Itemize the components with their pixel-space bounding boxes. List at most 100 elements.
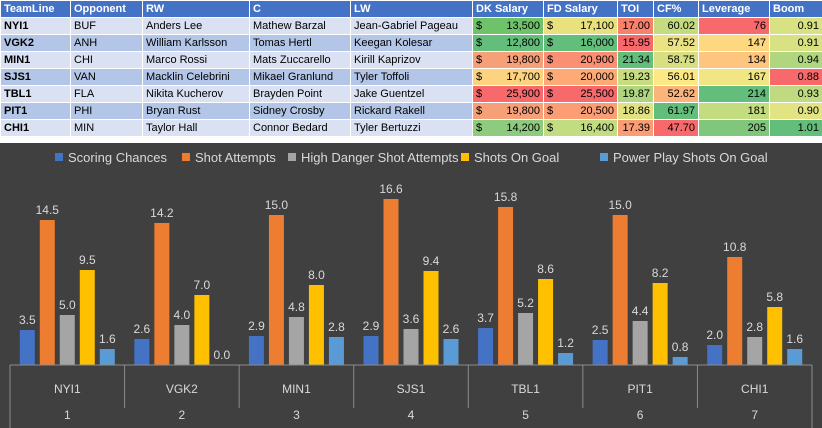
cell-opp[interactable]: FLA bbox=[70, 85, 143, 103]
x-tick-number-6: 7 bbox=[751, 408, 758, 422]
data-label-4-3: 8.6 bbox=[537, 262, 554, 276]
header-lw[interactable]: LW bbox=[350, 0, 473, 18]
cell-dk[interactable]: $19,800 bbox=[472, 102, 544, 120]
cell-opp[interactable]: PHI bbox=[70, 102, 143, 120]
cell-cf[interactable]: 58.75 bbox=[653, 51, 699, 69]
header-rw[interactable]: RW bbox=[142, 0, 250, 18]
data-label-2-0: 2.9 bbox=[248, 319, 265, 333]
cell-team[interactable]: TBL1 bbox=[0, 85, 71, 103]
cell-cf[interactable]: 47.70 bbox=[653, 119, 699, 137]
cell-lw[interactable]: Keegan Kolesar bbox=[350, 34, 473, 52]
cell-c[interactable]: Connor Bedard bbox=[249, 119, 351, 137]
cell-fd[interactable]: $20,500 bbox=[543, 102, 618, 120]
cell-toi[interactable]: 17.39 bbox=[617, 119, 654, 137]
cell-team[interactable]: NYI1 bbox=[0, 17, 71, 35]
header-toi[interactable]: TOI bbox=[617, 0, 654, 18]
cell-cf[interactable]: 57.52 bbox=[653, 34, 699, 52]
cell-lev[interactable]: 167 bbox=[698, 68, 770, 86]
cell-team[interactable]: CHI1 bbox=[0, 119, 71, 137]
cell-fd[interactable]: $20,000 bbox=[543, 68, 618, 86]
cell-team[interactable]: SJS1 bbox=[0, 68, 71, 86]
cell-boom[interactable]: 0.94 bbox=[769, 51, 822, 69]
cell-boom[interactable]: 0.91 bbox=[769, 17, 822, 35]
cell-cf[interactable]: 56.01 bbox=[653, 68, 699, 86]
cell-opp[interactable]: MIN bbox=[70, 119, 143, 137]
cell-opp[interactable]: VAN bbox=[70, 68, 143, 86]
cell-c[interactable]: Brayden Point bbox=[249, 85, 351, 103]
cell-lev[interactable]: 205 bbox=[698, 119, 770, 137]
cell-lev[interactable]: 214 bbox=[698, 85, 770, 103]
cell-boom[interactable]: 0.90 bbox=[769, 102, 822, 120]
cell-lev[interactable]: 76 bbox=[698, 17, 770, 35]
cell-dk[interactable]: $17,700 bbox=[472, 68, 544, 86]
header-c[interactable]: C bbox=[249, 0, 351, 18]
cell-lw[interactable]: Tyler Toffoli bbox=[350, 68, 473, 86]
cell-toi[interactable]: 19.23 bbox=[617, 68, 654, 86]
cell-c[interactable]: Sidney Crosby bbox=[249, 102, 351, 120]
cell-lw[interactable]: Jake Guentzel bbox=[350, 85, 473, 103]
cell-fd[interactable]: $17,100 bbox=[543, 17, 618, 35]
cell-c[interactable]: Mikael Granlund bbox=[249, 68, 351, 86]
header-cf-pct[interactable]: CF% bbox=[653, 0, 699, 18]
header-leverage[interactable]: Leverage bbox=[698, 0, 770, 18]
cell-dk[interactable]: $14,200 bbox=[472, 119, 544, 137]
cell-dk[interactable]: $25,900 bbox=[472, 85, 544, 103]
cell-dk[interactable]: $19,800 bbox=[472, 51, 544, 69]
cell-cf[interactable]: 52.62 bbox=[653, 85, 699, 103]
cell-opp[interactable]: BUF bbox=[70, 17, 143, 35]
cell-cf[interactable]: 60.02 bbox=[653, 17, 699, 35]
data-label-2-4: 2.8 bbox=[328, 320, 345, 334]
cell-c[interactable]: Tomas Hertl bbox=[249, 34, 351, 52]
cell-cf[interactable]: 61.97 bbox=[653, 102, 699, 120]
cell-rw[interactable]: Marco Rossi bbox=[142, 51, 250, 69]
cell-fd[interactable]: $16,000 bbox=[543, 34, 618, 52]
cell-toi[interactable]: 18.86 bbox=[617, 102, 654, 120]
cell-boom[interactable]: 0.93 bbox=[769, 85, 822, 103]
bar-0-0 bbox=[19, 330, 35, 365]
cell-team[interactable]: PIT1 bbox=[0, 102, 71, 120]
table-row: TBL1 FLA Nikita Kucherov Brayden Point Jake … bbox=[0, 85, 822, 103]
cell-lw[interactable]: Jean-Gabriel Pageau bbox=[350, 17, 473, 35]
cell-lev[interactable]: 181 bbox=[698, 102, 770, 120]
cell-rw[interactable]: Anders Lee bbox=[142, 17, 250, 35]
cell-rw[interactable]: Bryan Rust bbox=[142, 102, 250, 120]
cell-lw[interactable]: Rickard Rakell bbox=[350, 102, 473, 120]
cell-rw[interactable]: William Karlsson bbox=[142, 34, 250, 52]
cell-fd[interactable]: $25,500 bbox=[543, 85, 618, 103]
cell-boom[interactable]: 0.88 bbox=[769, 68, 822, 86]
header-dk-salary[interactable]: DK Salary bbox=[472, 0, 544, 18]
cell-fd[interactable]: $20,900 bbox=[543, 51, 618, 69]
cell-rw[interactable]: Nikita Kucherov bbox=[142, 85, 250, 103]
cell-c[interactable]: Mathew Barzal bbox=[249, 17, 351, 35]
cell-toi[interactable]: 19.87 bbox=[617, 85, 654, 103]
cell-team[interactable]: VGK2 bbox=[0, 34, 71, 52]
cell-lev[interactable]: 134 bbox=[698, 51, 770, 69]
cell-opp[interactable]: ANH bbox=[70, 34, 143, 52]
cell-c[interactable]: Mats Zuccarello bbox=[249, 51, 351, 69]
cell-dk[interactable]: $12,800 bbox=[472, 34, 544, 52]
header-teamline[interactable]: TeamLine bbox=[0, 0, 71, 18]
cell-opp[interactable]: CHI bbox=[70, 51, 143, 69]
data-label-6-0: 2.0 bbox=[706, 328, 723, 342]
cell-rw[interactable]: Taylor Hall bbox=[142, 119, 250, 137]
cell-lw[interactable]: Kirill Kaprizov bbox=[350, 51, 473, 69]
cell-boom[interactable]: 1.01 bbox=[769, 119, 822, 137]
cell-toi[interactable]: 15.95 bbox=[617, 34, 654, 52]
cell-toi[interactable]: 17.00 bbox=[617, 17, 654, 35]
header-boom[interactable]: Boom bbox=[769, 0, 822, 18]
data-label-4-4: 1.2 bbox=[557, 336, 574, 350]
cell-dk[interactable]: $13,500 bbox=[472, 17, 544, 35]
data-label-3-0: 2.9 bbox=[363, 319, 380, 333]
bar-5-1 bbox=[612, 215, 628, 365]
cell-boom[interactable]: 0.91 bbox=[769, 34, 822, 52]
header-fd-salary[interactable]: FD Salary bbox=[543, 0, 618, 18]
cell-toi[interactable]: 21.34 bbox=[617, 51, 654, 69]
cell-team[interactable]: MIN1 bbox=[0, 51, 71, 69]
cell-rw[interactable]: Macklin Celebrini bbox=[142, 68, 250, 86]
cell-fd[interactable]: $16,400 bbox=[543, 119, 618, 137]
header-opponent[interactable]: Opponent bbox=[70, 0, 143, 18]
cell-lw[interactable]: Tyler Bertuzzi bbox=[350, 119, 473, 137]
cell-lev[interactable]: 147 bbox=[698, 34, 770, 52]
salary-value: 19,800 bbox=[506, 54, 540, 66]
bar-0-1 bbox=[39, 220, 55, 365]
